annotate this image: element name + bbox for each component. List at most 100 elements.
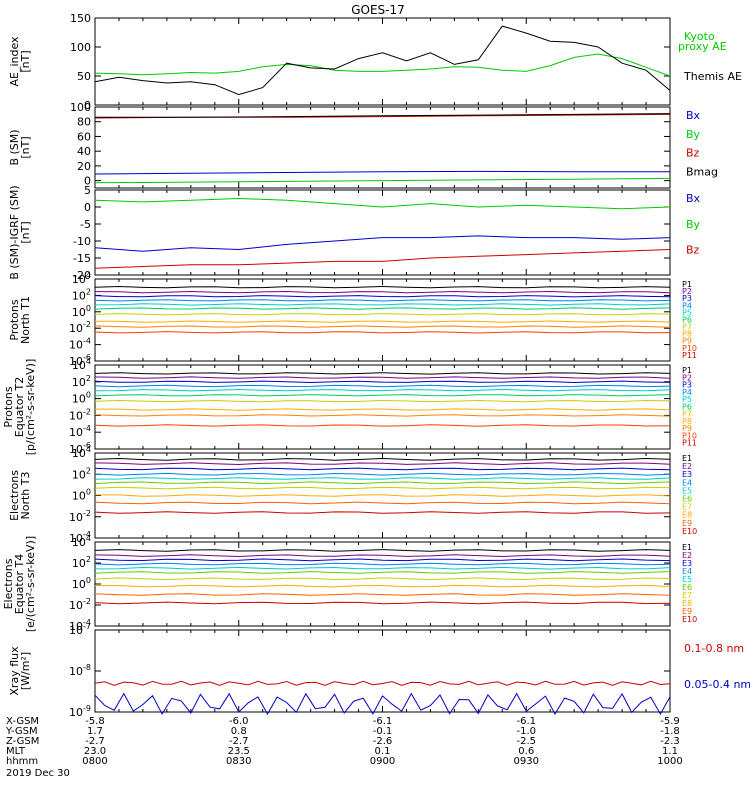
orbit-value: -1.0: [516, 726, 536, 737]
series-line: [94, 290, 671, 294]
series-line: [94, 25, 671, 96]
y-tick-label: 80: [77, 116, 91, 129]
y-tick-label: 102: [72, 555, 91, 570]
series-line: [94, 414, 671, 417]
orbit-value: -2.7: [229, 736, 249, 747]
series-line: [94, 399, 671, 403]
orbit-value: -2.6: [373, 736, 393, 747]
series-line: [94, 53, 671, 77]
series-line: [94, 511, 671, 514]
y-axis-label: Xray flux: [8, 646, 21, 696]
y-tick-label: 0: [84, 99, 91, 112]
y-axis-label: [p/(cm²-s-sr-keV)]: [24, 359, 37, 456]
legend-label: P2: [682, 373, 692, 382]
series-line: [95, 408, 671, 411]
orbit-value: 0.8: [231, 726, 247, 737]
y-tick-label: 102: [72, 466, 91, 481]
series-line: [94, 376, 671, 379]
orbit-value: 0900: [370, 756, 395, 767]
series-line: [94, 285, 671, 289]
legend-label: P1: [682, 280, 692, 289]
y-tick-label: 100: [72, 391, 91, 406]
legend-label: E7: [682, 591, 692, 600]
y-tick-label: 104: [72, 534, 91, 549]
panel-frame: [94, 629, 671, 713]
legend-label: E8: [682, 511, 692, 520]
legend-label: E8: [682, 599, 692, 608]
orbit-value: -5.8: [85, 716, 105, 727]
legend-label: E6: [682, 583, 692, 592]
y-tick-label: 10-2: [69, 407, 91, 422]
series-line: [94, 303, 671, 306]
series-line: [94, 388, 671, 392]
y-axis-label: [nT]: [19, 50, 32, 72]
legend-label: P5: [682, 395, 692, 404]
y-tick-label: 104: [72, 445, 91, 460]
legend-label: E5: [682, 486, 692, 495]
y-tick-label: 10-6: [69, 353, 91, 368]
y-tick-label: -10: [73, 235, 91, 248]
y-tick-label: 104: [72, 271, 91, 286]
series-line: [94, 558, 671, 562]
series-line: [94, 295, 671, 298]
legend-label: Themis AE: [683, 70, 742, 83]
series-line: [94, 467, 671, 471]
orbit-value: 0830: [226, 756, 251, 767]
y-tick-label: 10-4: [69, 424, 91, 439]
series-line: [94, 380, 671, 384]
series-line: [94, 566, 671, 570]
series-line: [94, 680, 671, 686]
orbit-value: -5.9: [660, 716, 680, 727]
y-tick-label: 20: [77, 160, 91, 173]
y-tick-label: 60: [77, 130, 91, 143]
y-tick-label: -20: [73, 269, 91, 282]
legend-label: E3: [682, 470, 692, 479]
y-tick-label: 100: [70, 101, 91, 114]
series-line: [94, 481, 671, 485]
legend-label: By: [686, 128, 701, 141]
legend-label: Bmag: [686, 166, 718, 179]
y-axis-label: North T1: [19, 296, 32, 344]
plot-date: 2019 Dec 30: [6, 768, 70, 779]
series-line: [94, 313, 671, 316]
legend-label: P10: [682, 431, 697, 440]
legend-label: P11: [682, 351, 697, 360]
series-line: [94, 601, 671, 605]
panel-frame: [94, 106, 671, 189]
y-tick-label: 102: [72, 374, 91, 389]
y-tick-label: 100: [72, 576, 91, 591]
legend-label: P6: [682, 315, 692, 324]
orbit-value: -0.1: [373, 726, 393, 737]
legend-label: P7: [682, 410, 692, 419]
y-tick-label: 100: [72, 488, 91, 503]
y-axis-label: Equator T2: [13, 377, 26, 437]
legend-label: E7: [682, 503, 692, 512]
series-line: [94, 325, 671, 328]
y-tick-label: 10-4: [69, 618, 91, 633]
series-line: [94, 549, 671, 552]
series-line: [94, 472, 671, 476]
legend-label: P3: [682, 294, 692, 303]
orbit-row-label: X-GSM: [6, 716, 39, 727]
legend-label: P9: [682, 337, 692, 346]
legend-label: E9: [682, 607, 692, 616]
y-axis-label: North T3: [19, 472, 32, 520]
orbit-value: 23.5: [228, 746, 250, 757]
legend-label: Bz: [686, 244, 700, 257]
orbit-value: -2.3: [660, 736, 680, 747]
legend-label: Bx: [686, 109, 701, 122]
y-tick-label: 150: [70, 12, 91, 25]
panel-frame: [94, 189, 671, 276]
legend-label: P8: [682, 417, 692, 426]
y-tick-label: 10-4: [69, 530, 91, 545]
series-line: [94, 554, 671, 558]
legend-label: P4: [682, 388, 692, 397]
series-line: [94, 692, 671, 716]
y-tick-label: 10-9: [69, 704, 91, 719]
legend-label: P2: [682, 287, 692, 296]
orbit-row-label: MLT: [6, 746, 26, 757]
y-tick-label: -5: [80, 218, 91, 231]
